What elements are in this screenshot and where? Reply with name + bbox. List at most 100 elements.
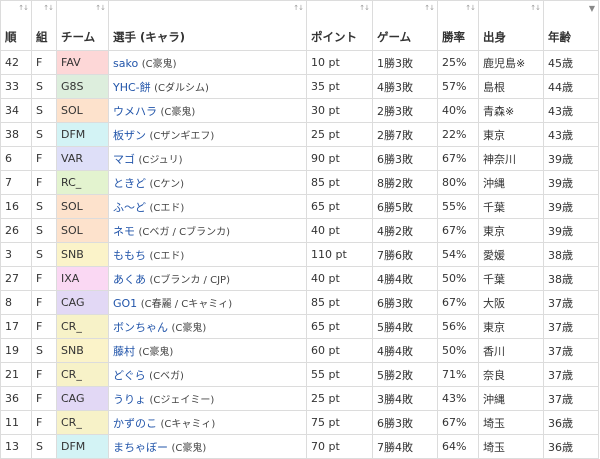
col-label: 勝率: [442, 30, 465, 44]
games-cell: 5勝4敗: [372, 314, 438, 339]
sort-icon[interactable]: ↑↓: [465, 4, 476, 12]
player-name-link[interactable]: かずのこ: [113, 416, 157, 430]
group-cell: S: [31, 74, 57, 99]
origin-cell: 鹿児島※: [478, 50, 544, 75]
character-label: (C豪鬼): [171, 322, 207, 334]
player-name-link[interactable]: 藤村: [113, 344, 135, 358]
player-name-link[interactable]: sako: [113, 57, 139, 70]
rank-cell: 38: [0, 122, 32, 147]
rank-cell: 26: [0, 218, 32, 243]
player-name-link[interactable]: ボンちゃん: [113, 320, 168, 334]
character-label: (C豪鬼): [138, 346, 174, 358]
points-cell: 75 pt: [306, 410, 373, 435]
col-header-age[interactable]: 年齢 ▼: [543, 0, 599, 51]
sort-desc-icon[interactable]: ▼: [588, 4, 595, 13]
points-cell: 55 pt: [306, 362, 373, 387]
player-name-link[interactable]: まちゃぼー: [113, 440, 168, 454]
group-cell: S: [31, 434, 57, 459]
col-header-player[interactable]: 選手 (キャラ) ↑↓: [108, 0, 307, 51]
col-label: 年齢: [548, 30, 571, 44]
games-cell: 4勝2敗: [372, 218, 438, 243]
player-name-link[interactable]: ウメハラ: [113, 104, 157, 118]
group-cell: S: [31, 194, 57, 219]
sort-icon[interactable]: ↑↓: [424, 4, 435, 12]
table-row: 11 F CR_ かずのこ (Cキャミィ) 75 pt 6勝3敗 67% 埼玉 36歳: [0, 410, 599, 435]
character-label: (Cブランカ / CJP): [149, 274, 230, 286]
character-label: (Cベガ / Cブランカ): [138, 226, 231, 238]
player-name-link[interactable]: ももち: [113, 248, 146, 262]
col-header-team[interactable]: チーム ↑↓: [56, 0, 109, 51]
player-name-link[interactable]: ときど: [113, 176, 146, 190]
origin-cell: 奈良: [478, 362, 544, 387]
character-label: (C豪鬼): [141, 59, 177, 70]
col-header-rank[interactable]: 順 ↑↓: [0, 0, 32, 51]
team-cell: CAG: [56, 290, 109, 315]
age-cell: 39歳: [543, 194, 599, 219]
games-cell: 5勝2敗: [372, 362, 438, 387]
winrate-cell: 57%: [437, 74, 479, 99]
player-cell: sako (C豪鬼): [108, 50, 307, 75]
games-cell: 7勝6敗: [372, 242, 438, 267]
age-cell: 39歳: [543, 146, 599, 171]
table-row: 7 F RC_ ときど (Cケン) 85 pt 8勝2敗 80% 沖縄 39歳: [0, 170, 599, 195]
sort-icon[interactable]: ↑↓: [530, 4, 541, 12]
player-name-link[interactable]: 板ザン: [113, 128, 146, 142]
col-header-group[interactable]: 組 ↑↓: [31, 0, 57, 51]
character-label: (Cジェイミー): [149, 394, 215, 406]
origin-cell: 島根: [478, 74, 544, 99]
team-cell: FAV: [56, 50, 109, 75]
rank-cell: 8: [0, 290, 32, 315]
sort-icon[interactable]: ↑↓: [43, 4, 54, 12]
games-cell: 1勝3敗: [372, 50, 438, 75]
sort-icon[interactable]: ↑↓: [95, 4, 106, 12]
rank-cell: 3: [0, 242, 32, 267]
table-row: 21 F CR_ どぐら (Cベガ) 55 pt 5勝2敗 71% 奈良 37歳: [0, 362, 599, 387]
group-cell: F: [31, 266, 57, 291]
col-header-points[interactable]: ポイント ↑↓: [306, 0, 373, 51]
group-cell: S: [31, 218, 57, 243]
col-header-games[interactable]: ゲーム ↑↓: [372, 0, 438, 51]
group-cell: F: [31, 410, 57, 435]
team-cell: CR_: [56, 314, 109, 339]
table-row: 16 S SOL ふ～ど (Cエド) 65 pt 6勝5敗 55% 千葉 39歳: [0, 194, 599, 219]
team-cell: SNB: [56, 338, 109, 363]
table-row: 6 F VAR マゴ (Cジュリ) 90 pt 6勝3敗 67% 神奈川 39歳: [0, 146, 599, 171]
origin-cell: 東京: [478, 122, 544, 147]
col-label: 出身: [483, 30, 506, 44]
winrate-cell: 43%: [437, 386, 479, 411]
player-name-link[interactable]: どぐら: [113, 368, 146, 382]
player-cell: ネモ (Cベガ / Cブランカ): [108, 218, 307, 243]
player-cell: ときど (Cケン): [108, 170, 307, 195]
character-label: (Cケン): [149, 178, 185, 190]
col-header-origin[interactable]: 出身 ↑↓: [478, 0, 544, 51]
group-cell: F: [31, 362, 57, 387]
points-cell: 35 pt: [306, 74, 373, 99]
games-cell: 2勝7敗: [372, 122, 438, 147]
player-name-link[interactable]: YHC-餅: [113, 80, 151, 94]
col-header-winrate[interactable]: 勝率 ↑↓: [437, 0, 479, 51]
player-name-link[interactable]: うりょ: [113, 392, 146, 406]
age-cell: 37歳: [543, 362, 599, 387]
player-name-link[interactable]: GO1: [113, 297, 138, 310]
rank-cell: 13: [0, 434, 32, 459]
sort-icon[interactable]: ↑↓: [18, 4, 29, 12]
sort-icon[interactable]: ↑↓: [359, 4, 370, 12]
games-cell: 4勝4敗: [372, 266, 438, 291]
player-cell: ウメハラ (C豪鬼): [108, 98, 307, 123]
age-cell: 36歳: [543, 434, 599, 459]
points-cell: 40 pt: [306, 218, 373, 243]
rank-cell: 7: [0, 170, 32, 195]
sort-icon[interactable]: ↑↓: [293, 4, 304, 12]
player-cell: マゴ (Cジュリ): [108, 146, 307, 171]
player-name-link[interactable]: マゴ: [113, 152, 135, 166]
winrate-cell: 67%: [437, 146, 479, 171]
group-cell: F: [31, 146, 57, 171]
player-cell: ボンちゃん (C豪鬼): [108, 314, 307, 339]
player-name-link[interactable]: ネモ: [113, 224, 135, 238]
player-name-link[interactable]: あくあ: [113, 272, 146, 286]
winrate-cell: 25%: [437, 50, 479, 75]
table-row: 8 F CAG GO1 (C春麗 / Cキャミィ) 85 pt 6勝3敗 67% 大阪 37歳: [0, 290, 599, 315]
player-name-link[interactable]: ふ～ど: [113, 200, 146, 214]
team-cell: SOL: [56, 218, 109, 243]
age-cell: 39歳: [543, 170, 599, 195]
